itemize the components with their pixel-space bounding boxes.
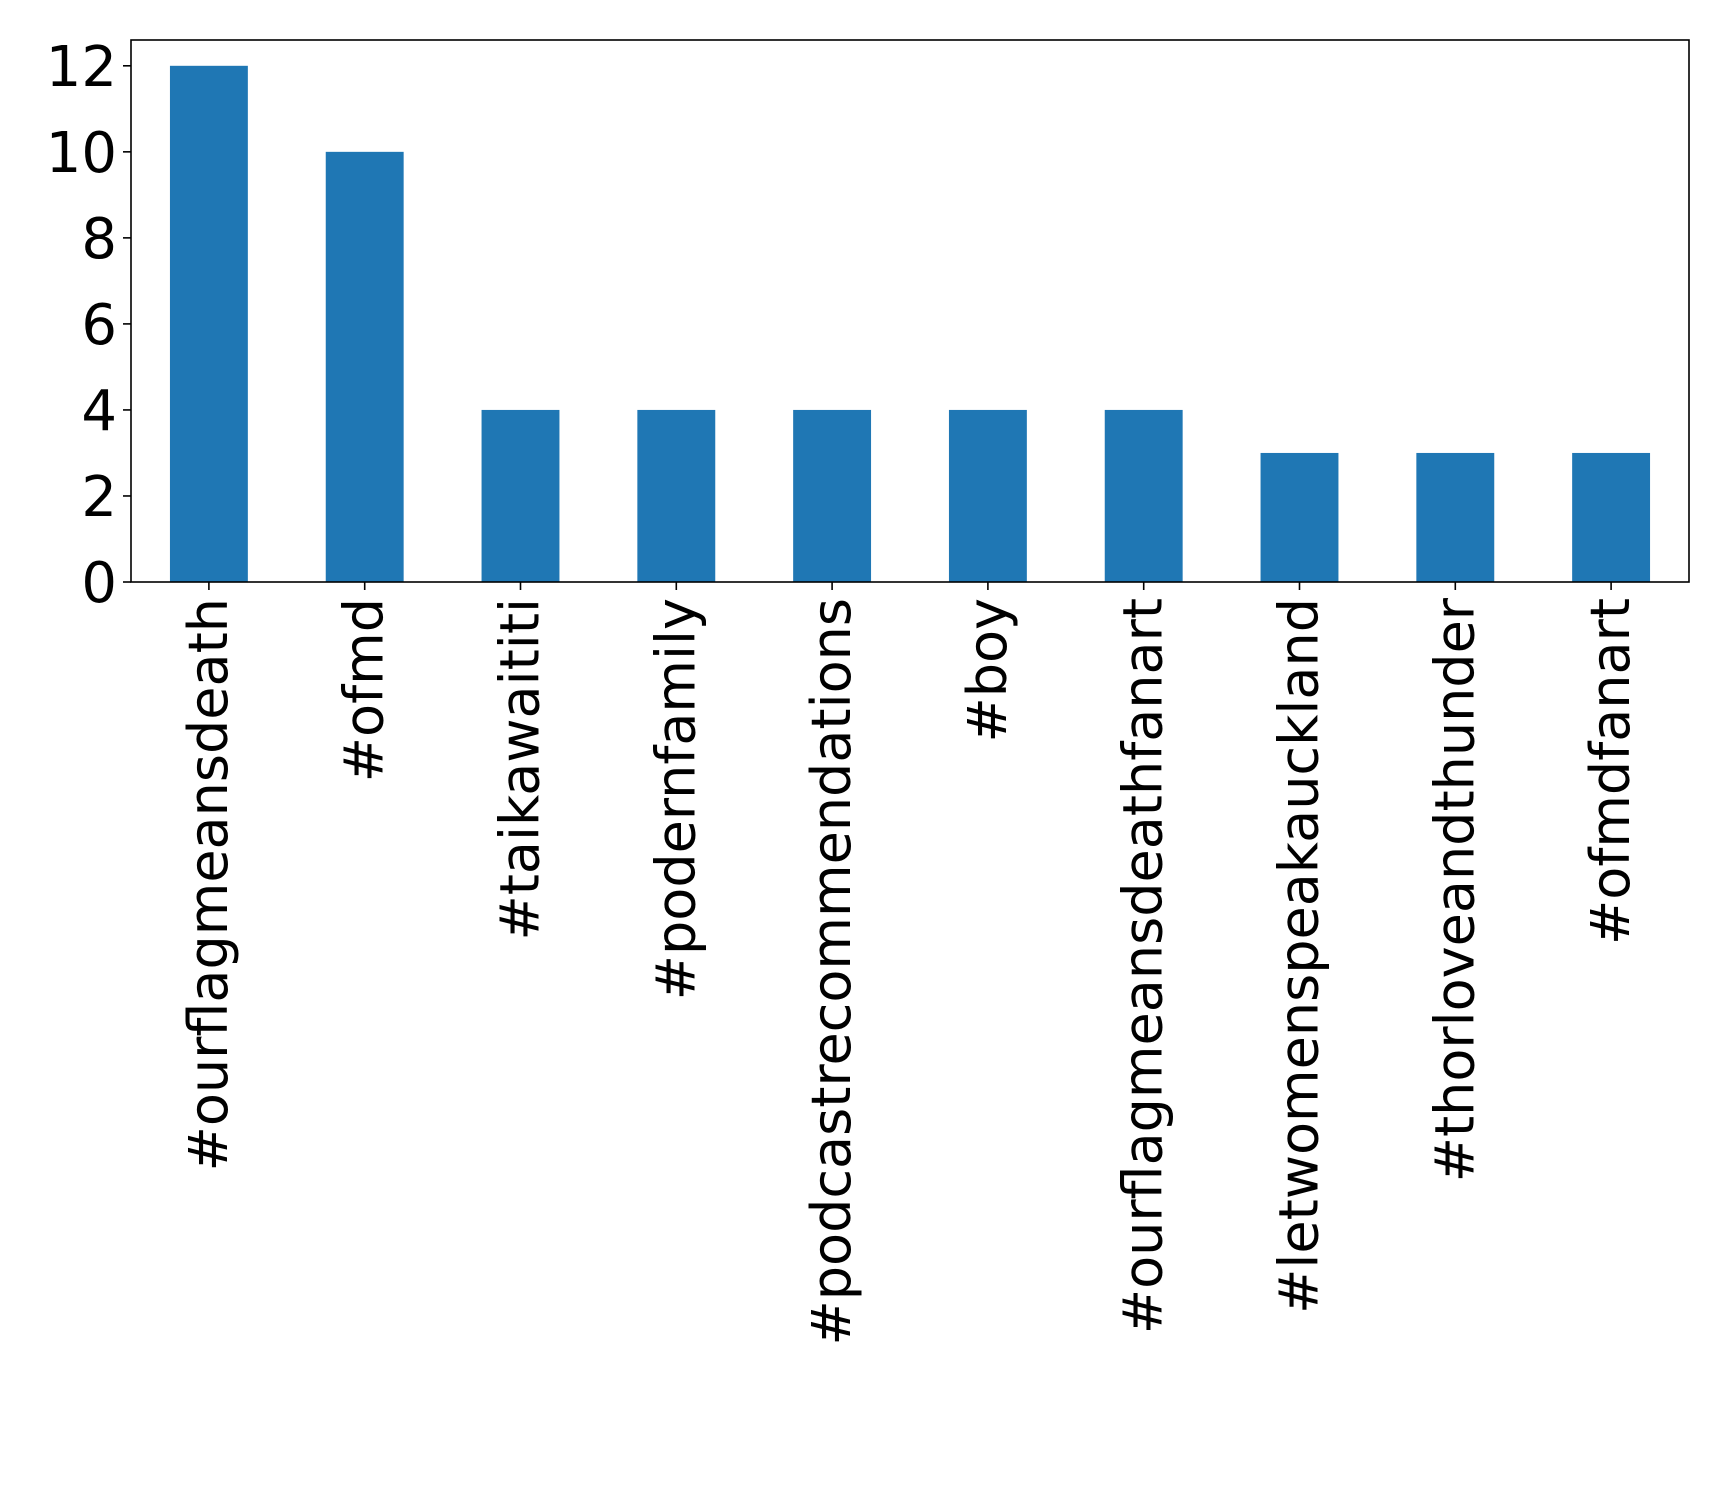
bar-ourflagmeansdeathfanart <box>1104 409 1183 582</box>
bar-letwomenspeakauckland <box>1260 452 1339 582</box>
plot-area-frame <box>130 39 1690 583</box>
y-tick-label: 4 <box>81 379 117 444</box>
bar-ofmd <box>325 151 404 583</box>
y-tick-label: 2 <box>81 465 117 530</box>
bar-thorloveandthunder <box>1416 452 1495 582</box>
bar-boy <box>948 409 1027 582</box>
bar-taikawaititi <box>481 409 560 582</box>
y-tick-label: 0 <box>81 551 117 616</box>
x-axis: #ourflagmeansdeath #ofmd #taikawaititi #pod… <box>177 582 1642 1345</box>
x-tick-label: #taikawaititi <box>489 598 552 941</box>
x-tick-label: #ourflagmeansdeath <box>177 598 240 1171</box>
x-tick-label: #podernfamily <box>644 598 707 1000</box>
y-tick-label: 12 <box>46 35 117 100</box>
bar-ourflagmeansdeath <box>169 65 248 583</box>
x-tick-label: #boy <box>956 598 1019 743</box>
x-tick-label: #letwomenspeakauckland <box>1268 598 1331 1314</box>
y-tick-label: 6 <box>81 293 117 358</box>
x-tick-label: #thorloveandthunder <box>1423 597 1486 1182</box>
bar-ofmdfanart <box>1572 452 1651 582</box>
x-tick-label: #ofmdfanart <box>1579 598 1642 945</box>
y-axis: 0 2 4 6 8 10 12 <box>46 35 131 616</box>
y-tick-label: 8 <box>81 207 117 272</box>
x-tick-label: #podcastrecommendations <box>800 598 863 1345</box>
x-tick-label: #ofmd <box>333 598 396 782</box>
bar-podernfamily <box>637 409 716 582</box>
x-tick-label: #ourflagmeansdeathfanart <box>1112 598 1175 1334</box>
y-tick-label: 10 <box>46 121 117 186</box>
bar-podcastrecommendations <box>793 409 872 582</box>
bars-layer <box>169 65 1651 583</box>
